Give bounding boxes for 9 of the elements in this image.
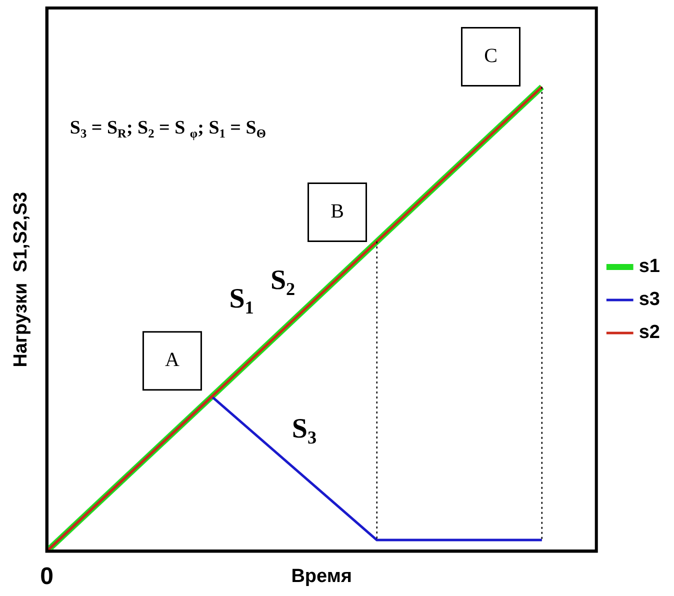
x-axis-title: Время: [291, 566, 352, 587]
legend-label: s1: [638, 256, 660, 278]
text: 0: [40, 562, 54, 590]
text: C: [484, 45, 498, 67]
legend-label: s3: [638, 289, 660, 310]
legend-label: s2: [638, 322, 660, 344]
y-axis-title: Нагрузки S1,S2,S3: [10, 192, 32, 368]
annotation: B: [330, 200, 344, 223]
annotation: A: [165, 349, 180, 372]
